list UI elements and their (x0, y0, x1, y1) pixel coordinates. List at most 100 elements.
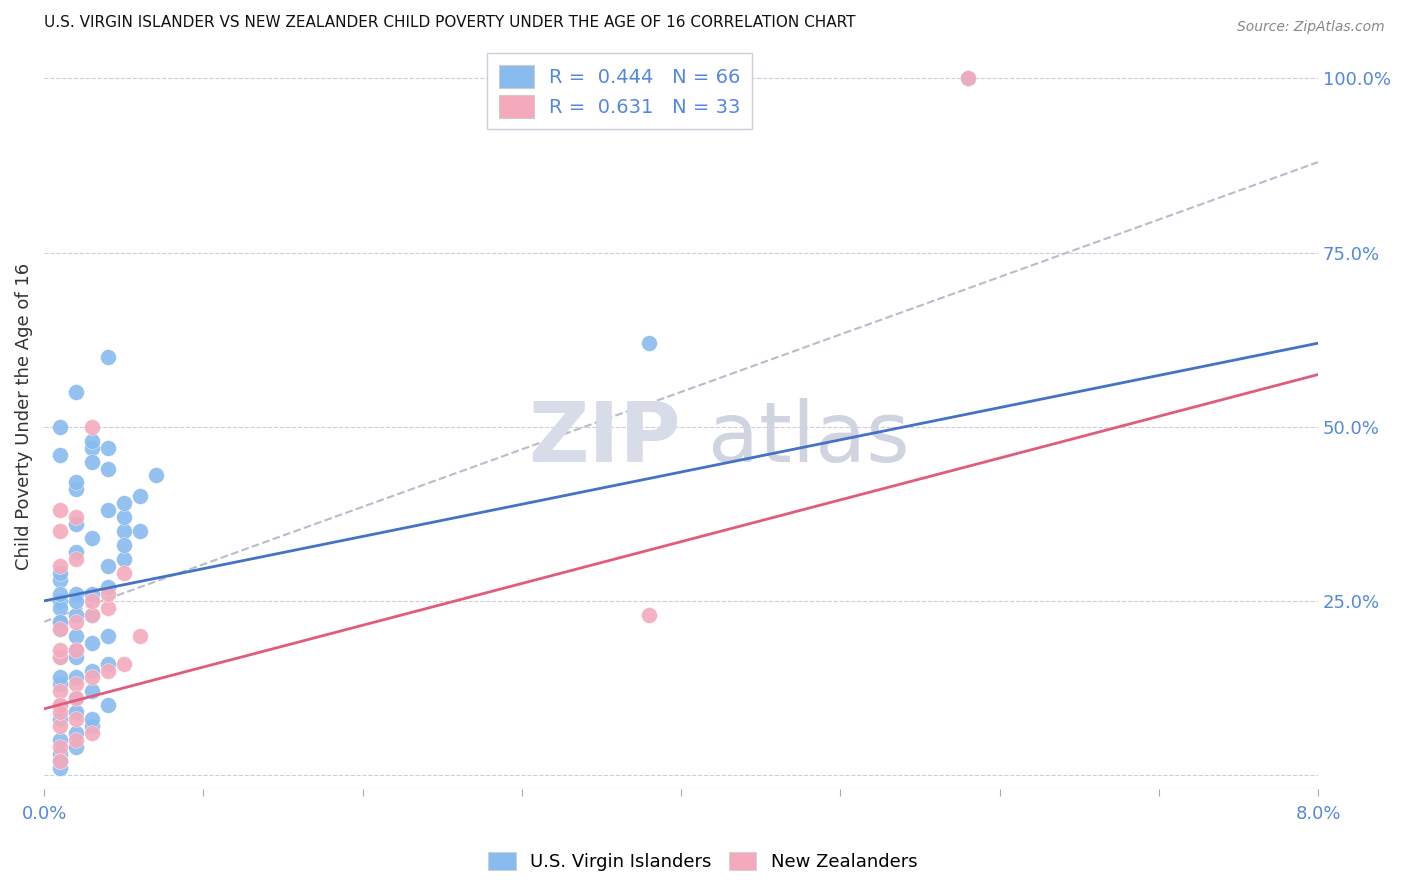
Point (112, 510, 135, 524)
Text: atlas: atlas (707, 398, 910, 479)
Point (49, 448, 72, 462)
Point (65, 552, 87, 566)
Point (65, 733, 87, 747)
Point (638, 607, 661, 622)
Point (97, 657, 120, 671)
Point (80, 664, 103, 678)
Point (97, 559, 120, 574)
Point (49, 587, 72, 601)
Point (65, 677, 87, 691)
Point (65, 691, 87, 706)
Point (49, 719, 72, 733)
Point (128, 629, 150, 643)
Point (112, 538, 135, 552)
Text: ZIP: ZIP (529, 398, 681, 479)
Point (49, 684, 72, 698)
Point (97, 461, 120, 475)
Point (65, 587, 87, 601)
Point (65, 545, 87, 559)
Point (49, 698, 72, 713)
Point (97, 503, 120, 517)
Point (49, 698, 72, 713)
Point (49, 754, 72, 768)
Legend: U.S. Virgin Islanders, New Zealanders: U.S. Virgin Islanders, New Zealanders (481, 845, 925, 879)
Point (80, 635, 103, 649)
Text: U.S. VIRGIN ISLANDER VS NEW ZEALANDER CHILD POVERTY UNDER THE AGE OF 16 CORRELAT: U.S. VIRGIN ISLANDER VS NEW ZEALANDER CH… (44, 15, 856, 30)
Point (97, 664, 120, 678)
Point (49, 503, 72, 517)
Point (112, 566, 135, 580)
Text: Source: ZipAtlas.com: Source: ZipAtlas.com (1237, 21, 1385, 34)
Point (145, 468, 167, 483)
Point (80, 419, 103, 434)
Point (49, 622, 72, 636)
Point (65, 642, 87, 657)
Point (97, 587, 120, 601)
Point (65, 642, 87, 657)
Y-axis label: Child Poverty Under the Age of 16: Child Poverty Under the Age of 16 (15, 263, 32, 570)
Point (112, 552, 135, 566)
Point (65, 483, 87, 497)
Point (80, 594, 103, 608)
Point (80, 712, 103, 726)
Point (49, 559, 72, 574)
Point (80, 607, 103, 622)
Point (65, 740, 87, 755)
Point (65, 475, 87, 490)
Point (80, 719, 103, 733)
Point (97, 629, 120, 643)
Point (956, 71, 979, 86)
Point (49, 754, 72, 768)
Point (128, 524, 150, 539)
Point (65, 671, 87, 685)
Point (97, 350, 120, 364)
Point (49, 649, 72, 664)
Point (80, 607, 103, 622)
Point (80, 531, 103, 545)
Point (65, 517, 87, 532)
Point (65, 384, 87, 399)
Point (49, 566, 72, 580)
Point (65, 649, 87, 664)
Legend: R =  0.444   N = 66, R =  0.631   N = 33: R = 0.444 N = 66, R = 0.631 N = 33 (486, 54, 752, 129)
Point (49, 671, 72, 685)
Point (128, 489, 150, 503)
Point (65, 712, 87, 726)
Point (80, 441, 103, 455)
Point (80, 587, 103, 601)
Point (65, 629, 87, 643)
Point (49, 761, 72, 775)
Point (112, 657, 135, 671)
Point (49, 733, 72, 747)
Point (49, 622, 72, 636)
Point (49, 615, 72, 629)
Point (65, 510, 87, 524)
Point (49, 524, 72, 539)
Point (49, 747, 72, 761)
Point (49, 740, 72, 755)
Point (65, 615, 87, 629)
Point (80, 434, 103, 448)
Point (638, 336, 661, 351)
Point (80, 454, 103, 468)
Text: 0.0%: 0.0% (21, 805, 67, 823)
Point (65, 594, 87, 608)
Point (80, 726, 103, 740)
Point (49, 615, 72, 629)
Text: 8.0%: 8.0% (1295, 805, 1341, 823)
Point (956, 71, 979, 86)
Point (97, 580, 120, 594)
Point (65, 691, 87, 706)
Point (49, 594, 72, 608)
Point (49, 754, 72, 768)
Point (49, 677, 72, 691)
Point (49, 649, 72, 664)
Point (112, 524, 135, 539)
Point (80, 671, 103, 685)
Point (65, 726, 87, 740)
Point (80, 684, 103, 698)
Point (49, 706, 72, 720)
Point (112, 496, 135, 510)
Point (49, 642, 72, 657)
Point (65, 607, 87, 622)
